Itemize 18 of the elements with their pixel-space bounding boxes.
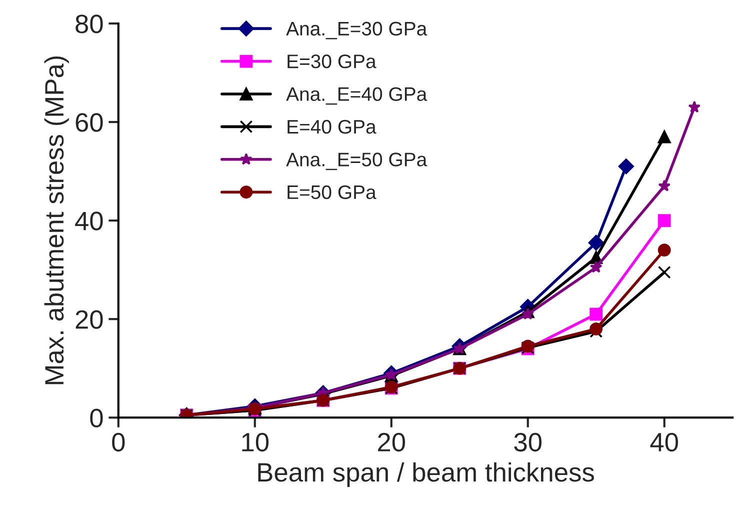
y-tick-label: 60 (76, 113, 103, 132)
legend-label: Ana._E=30 GPa (286, 22, 428, 40)
y-tick-label: 0 (90, 408, 103, 428)
x-axis-title: Beam span / beam thickness (258, 462, 594, 487)
legend-label: Ana._E=50 GPa (286, 152, 428, 170)
x-tick-label: 10 (242, 432, 269, 452)
x-tick-label: 30 (514, 432, 542, 452)
y-tick-label: 40 (75, 212, 103, 230)
legend-label: E=30 GPa (288, 54, 376, 68)
legend-label: Ana._E=40 GPa (286, 87, 428, 105)
y-axis-title: Max. abutment stress (MPa) (44, 56, 69, 384)
x-tick-label: 0 (112, 432, 125, 452)
legend-label: E=50 GPa (288, 185, 376, 200)
x-tick-label: 40 (650, 432, 678, 452)
legend-label: E=40 GPa (288, 120, 376, 134)
y-tick-label: 20 (76, 310, 103, 329)
x-tick-label: 20 (378, 432, 406, 452)
y-tick-label: 80 (76, 14, 103, 34)
